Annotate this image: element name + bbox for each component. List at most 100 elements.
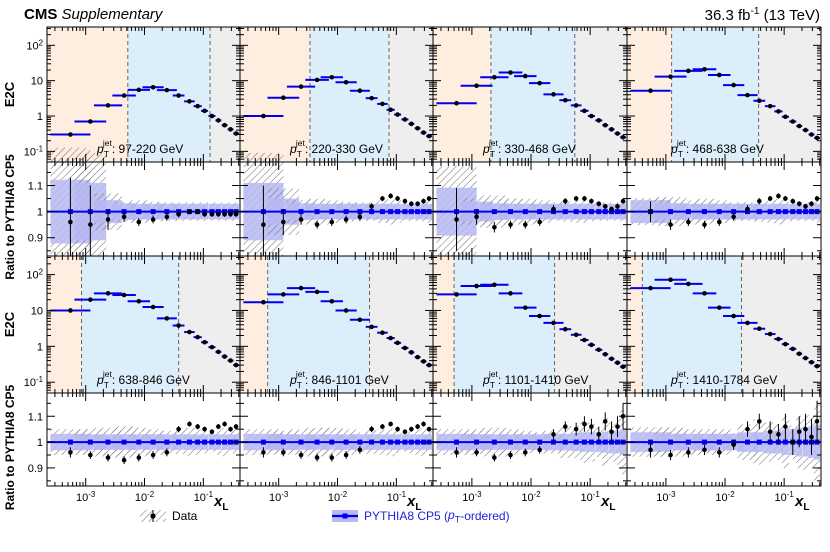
data-e2c-point	[195, 334, 200, 340]
data-ratio-point	[216, 211, 221, 217]
data-e2c-point	[415, 125, 420, 131]
pt-bin-label: pTjet: 330-468 GeV	[482, 138, 576, 159]
x-ticks	[627, 256, 821, 486]
data-e2c-point	[668, 74, 673, 79]
mc-ratio-marker	[164, 439, 170, 445]
data-e2c-point	[176, 323, 181, 328]
data-e2c-point	[402, 345, 408, 351]
data-ratio-point	[298, 452, 304, 458]
data-e2c-point	[615, 131, 620, 136]
x-tick-label: 10-1	[194, 490, 214, 504]
data-e2c-point	[776, 336, 781, 342]
luminosity-label: 36.3 fb-1 (13 TeV)	[705, 6, 820, 24]
data-ratio-point	[150, 217, 156, 222]
mc-ratio-marker	[121, 439, 127, 445]
data-e2c-point	[602, 122, 608, 128]
data-e2c-point	[187, 99, 192, 104]
mc-ratio-marker	[343, 209, 349, 215]
data-ratio-point	[415, 424, 420, 429]
data-e2c-point	[388, 335, 393, 341]
ratio-tick-label: 1	[37, 207, 43, 219]
data-ratio-point	[187, 421, 192, 427]
mc-ratio-marker	[756, 439, 762, 445]
data-ratio-point	[790, 198, 796, 204]
mc-ratio-marker	[388, 439, 394, 445]
data-ratio-point	[380, 196, 385, 201]
data-ratio-point	[615, 204, 620, 209]
mc-ratio-marker	[369, 439, 375, 445]
data-e2c-point	[562, 326, 568, 332]
data-e2c-point	[216, 349, 221, 355]
mc-ratio-marker	[537, 209, 543, 215]
data-ratio-point	[537, 447, 542, 453]
data-ratio-point	[756, 198, 762, 204]
data-e2c-point	[136, 87, 142, 93]
data-ratio-point	[582, 196, 587, 201]
e2c-tick-label: 102	[26, 268, 43, 282]
mc-ratio-marker	[195, 439, 201, 445]
data-ratio-point	[589, 198, 594, 204]
mc-ratio-marker	[421, 439, 427, 445]
mc-ratio-marker	[808, 209, 814, 215]
region-mid	[127, 27, 211, 162]
data-ratio-point	[261, 222, 266, 227]
e2c-tick-label: 1	[37, 341, 43, 353]
data-ratio-point	[176, 426, 181, 432]
mc-ratio-marker	[150, 209, 156, 215]
x-ticks	[627, 27, 821, 256]
data-e2c-point	[187, 329, 192, 335]
data-e2c-point	[314, 77, 320, 83]
data-ratio-point	[222, 421, 227, 427]
data-e2c-point	[68, 308, 73, 313]
data-e2c-point	[615, 360, 620, 365]
data-ratio-point	[409, 201, 414, 207]
data-ratio-point	[745, 426, 750, 432]
data-ratio-point	[369, 426, 374, 432]
data-ratio-point	[767, 429, 773, 435]
data-e2c-point	[756, 98, 762, 104]
data-e2c-point	[261, 113, 266, 119]
data-ratio-point	[596, 201, 602, 207]
legend-mc-tail: -ordered)	[460, 508, 510, 523]
data-ratio-point	[716, 450, 722, 455]
data-e2c-point	[164, 316, 170, 321]
ratio-tick-label: 1	[37, 437, 43, 449]
mc-ratio-marker	[209, 439, 215, 445]
data-e2c-point	[233, 131, 239, 136]
data-e2c-point	[551, 92, 556, 97]
data-ratio-point	[803, 204, 808, 209]
data-ratio-point	[582, 421, 587, 427]
data-ratio-point	[343, 452, 349, 458]
ratio-tick-label: 1.1	[28, 411, 43, 423]
data-e2c-point	[388, 107, 393, 113]
data-ratio-point	[329, 455, 335, 460]
data-ratio-point	[402, 198, 408, 204]
data-e2c-point	[421, 359, 426, 364]
data-e2c-point	[121, 93, 127, 98]
data-ratio-point	[216, 424, 221, 429]
data-e2c-point	[202, 108, 207, 114]
mc-ratio-marker	[67, 439, 73, 445]
data-e2c-point	[380, 330, 385, 335]
data-ratio-point	[776, 432, 781, 437]
data-ratio-point	[150, 452, 156, 458]
data-ratio-point	[783, 196, 788, 201]
mc-ratio-marker	[87, 439, 93, 445]
data-ratio-point	[702, 447, 707, 453]
data-e2c-point	[195, 103, 200, 109]
data-ratio-point	[508, 452, 513, 458]
data-ratio-point	[562, 424, 568, 429]
data-e2c-point	[537, 313, 542, 319]
x-ticks	[433, 256, 627, 486]
data-e2c-point	[745, 92, 750, 98]
legend-mc-pt: p	[448, 508, 455, 522]
data-e2c-point	[596, 347, 602, 353]
data-ratio-point	[164, 214, 170, 220]
data-ratio-point	[314, 455, 320, 460]
mc-ratio-marker	[562, 209, 568, 215]
data-ratio-point	[202, 426, 207, 432]
data-e2c-point	[298, 84, 304, 89]
data-ratio-point	[756, 419, 762, 424]
data-ratio-point	[731, 442, 736, 447]
